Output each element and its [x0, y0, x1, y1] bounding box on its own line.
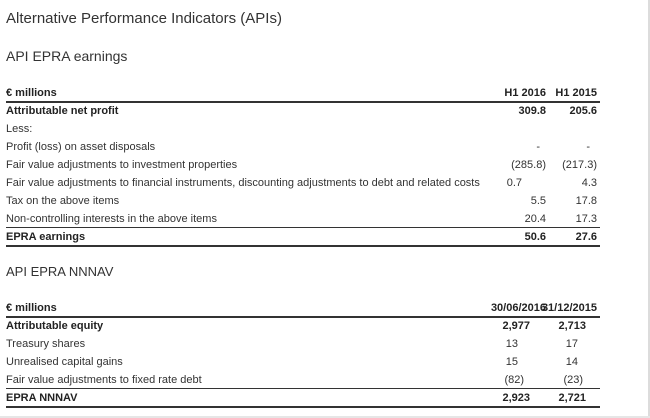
row-value-h1-2015: 17.8	[575, 195, 597, 207]
nnnav-col-30-06-2016: 30/06/2016	[490, 302, 546, 314]
row-label: Less:	[6, 123, 33, 135]
row-label: Attributable net profit	[6, 105, 119, 117]
row-value-h1-2016: 5.5	[530, 195, 546, 207]
row-value-31-12-2015: 14	[565, 356, 578, 368]
row-value-h1-2015: 4.3	[581, 177, 597, 189]
row-label: Attributable equity	[6, 320, 104, 332]
table-row-total: EPRA earnings 50.6 27.6	[6, 228, 600, 246]
row-value-31-12-2015: (23)	[563, 374, 583, 386]
nnnav-table-header: € millions 30/06/2016 31/12/2015	[6, 299, 600, 317]
row-value-h1-2015: 17.3	[575, 213, 597, 225]
table-row: Less:	[6, 120, 600, 138]
nnnav-total-rule-bottom	[6, 406, 600, 408]
table-row: Tax on the above items 5.5 17.8	[6, 192, 600, 210]
row-label: Unrealised capital gains	[6, 356, 123, 368]
row-label: Non-controlling interests in the above i…	[6, 213, 217, 225]
row-value-h1-2016: (285.8)	[511, 159, 546, 171]
row-label: Treasury shares	[6, 338, 86, 350]
table-row: Unrealised capital gains 15 14	[6, 353, 600, 371]
frame-border-bottom	[0, 416, 650, 418]
row-value-30-06-2016: 2,977	[502, 320, 530, 332]
table-row: Non-controlling interests in the above i…	[6, 210, 600, 228]
earnings-col-h1-2016: H1 2016	[504, 87, 546, 99]
page-title: Alternative Performance Indicators (APIs…	[6, 10, 282, 27]
row-value-h1-2015: 27.6	[575, 231, 597, 243]
table-row: Fair value adjustments to investment pro…	[6, 156, 600, 174]
row-value-30-06-2016: 15	[505, 356, 518, 368]
nnnav-total-rule-top	[6, 388, 600, 389]
row-value-h1-2016: 309.8	[518, 105, 546, 117]
row-label: Tax on the above items	[6, 195, 120, 207]
nnnav-header-rule	[6, 316, 600, 318]
row-value-31-12-2015: 2,721	[558, 392, 586, 404]
row-value-h1-2016: -	[536, 141, 540, 153]
table-row: Treasury shares 13 17	[6, 335, 600, 353]
earnings-total-rule-top	[6, 227, 600, 228]
frame-border-right	[648, 0, 650, 418]
row-label: Profit (loss) on asset disposals	[6, 141, 156, 153]
earnings-total-rule-bottom	[6, 245, 600, 247]
row-label: Fair value adjustments to investment pro…	[6, 159, 238, 171]
nnnav-col-31-12-2015: 31/12/2015	[541, 302, 597, 314]
row-label: EPRA earnings	[6, 231, 86, 243]
table-row: Fair value adjustments to financial inst…	[6, 174, 600, 192]
row-value-h1-2015: (217.3)	[562, 159, 597, 171]
nnnav-unit-label: € millions	[6, 302, 57, 314]
table-row: Profit (loss) on asset disposals - -	[6, 138, 600, 156]
table-row: Attributable net profit 309.8 205.6	[6, 102, 600, 120]
row-value-h1-2015: -	[586, 141, 590, 153]
table-row: Fair value adjustments to fixed rate deb…	[6, 371, 600, 389]
earnings-heading: API EPRA earnings	[6, 48, 128, 64]
row-label: Fair value adjustments to financial inst…	[6, 177, 480, 189]
row-value-h1-2016: 20.4	[524, 213, 546, 225]
earnings-table-header: € millions H1 2016 H1 2015	[6, 84, 600, 102]
row-value-h1-2016: 0.7	[506, 177, 522, 189]
row-value-30-06-2016: 13	[505, 338, 518, 350]
row-value-h1-2015: 205.6	[569, 105, 597, 117]
row-label: Fair value adjustments to fixed rate deb…	[6, 374, 202, 386]
row-value-30-06-2016: (82)	[504, 374, 524, 386]
row-label: EPRA NNNAV	[6, 392, 78, 404]
table-row: Attributable equity 2,977 2,713	[6, 317, 600, 335]
earnings-header-rule	[6, 101, 600, 103]
row-value-31-12-2015: 2,713	[558, 320, 586, 332]
earnings-unit-label: € millions	[6, 87, 57, 99]
row-value-30-06-2016: 2,923	[502, 392, 530, 404]
earnings-col-h1-2015: H1 2015	[555, 87, 597, 99]
table-row-total: EPRA NNNAV 2,923 2,721	[6, 389, 600, 407]
nnnav-heading: API EPRA NNNAV	[6, 264, 114, 279]
row-value-31-12-2015: 17	[565, 338, 578, 350]
row-value-h1-2016: 50.6	[524, 231, 546, 243]
